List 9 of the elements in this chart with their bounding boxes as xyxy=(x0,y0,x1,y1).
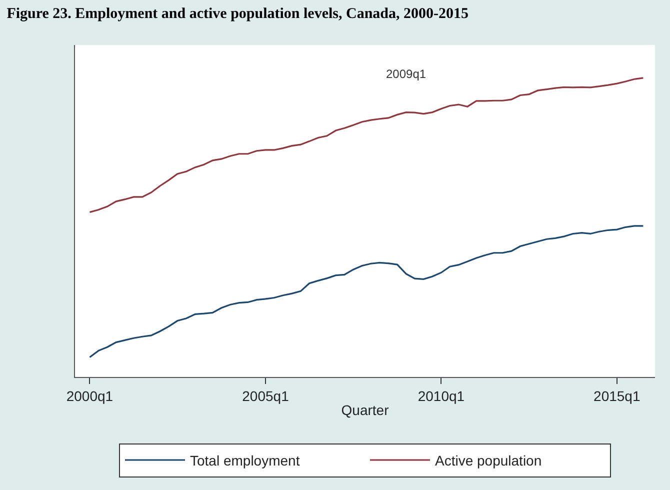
chart-title: Figure 23. Employment and active population levels, Canada, 2000-2015 xyxy=(6,6,469,22)
legend-label: Total employment xyxy=(190,452,300,468)
x-axis-title: Quarter xyxy=(341,402,390,418)
x-tick-label: 2015q1 xyxy=(594,388,640,404)
x-tick-label: 2005q1 xyxy=(242,388,290,404)
legend-label: Active population xyxy=(435,452,542,468)
x-tick-label: 2000q1 xyxy=(66,388,114,404)
annotation: 2009q1 xyxy=(386,67,426,81)
x-tick-label: 2010q1 xyxy=(418,388,465,404)
